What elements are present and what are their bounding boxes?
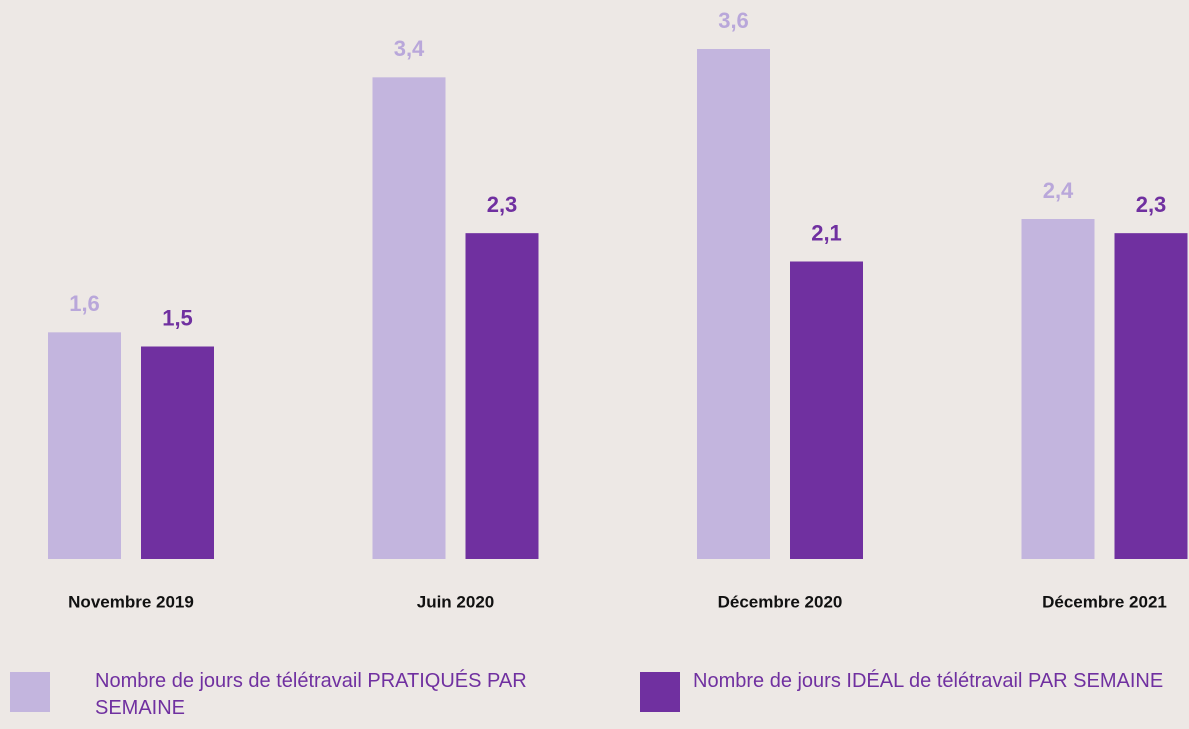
bar bbox=[465, 233, 539, 559]
bar bbox=[48, 332, 121, 559]
value-label: 2,3 bbox=[487, 192, 518, 217]
legend-entry: Nombre de jours IDÉAL de télétravail PAR… bbox=[693, 670, 1164, 692]
value-label: 1,5 bbox=[162, 305, 193, 330]
x-tick-label: Juin 2020 bbox=[417, 592, 495, 611]
chart: Novembre 2019 1,6 1,5 Juin 2020 3,4 2,3 Décemb… bbox=[48, 8, 1188, 611]
legend-swatch-1 bbox=[640, 672, 680, 712]
bar bbox=[697, 49, 770, 559]
bar bbox=[1021, 219, 1095, 559]
value-label: 3,6 bbox=[718, 8, 749, 33]
bar bbox=[1114, 233, 1188, 559]
value-label: 2,1 bbox=[811, 220, 842, 245]
x-tick-label: Décembre 2021 bbox=[1042, 592, 1167, 611]
x-tick-label: Novembre 2019 bbox=[68, 592, 194, 611]
value-label: 2,3 bbox=[1136, 192, 1167, 217]
value-label: 1,6 bbox=[69, 291, 100, 316]
bar bbox=[141, 346, 214, 559]
legend-swatch-0 bbox=[10, 672, 50, 712]
bar bbox=[790, 261, 863, 559]
x-tick-label: Décembre 2020 bbox=[718, 592, 843, 611]
value-label: 3,4 bbox=[394, 36, 425, 61]
bar bbox=[372, 77, 446, 559]
legend-entry: Nombre de jours de télétravail PRATIQUÉS… bbox=[95, 670, 527, 719]
value-label: 2,4 bbox=[1043, 178, 1074, 203]
